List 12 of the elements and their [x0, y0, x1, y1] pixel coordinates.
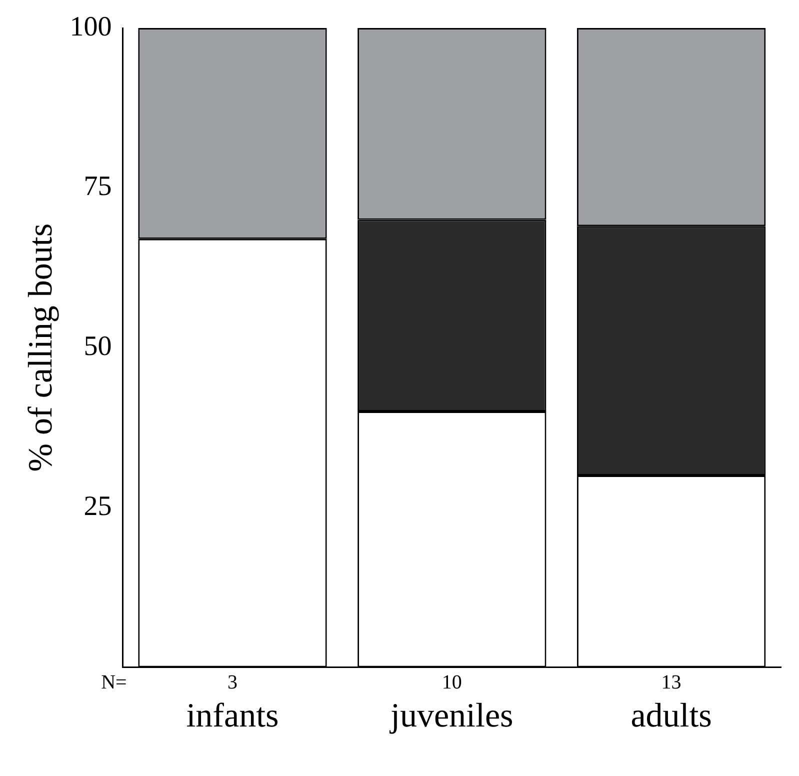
text: N= — [101, 671, 127, 694]
text: 3 — [228, 671, 238, 694]
y-tick-label: 100 — [70, 11, 112, 42]
x-tick-label: juveniles — [390, 698, 514, 735]
y-axis-title: % of calling bouts — [22, 223, 60, 472]
y-tick-label: 75 — [84, 171, 112, 202]
y-tick-label: 25 — [84, 490, 112, 522]
text: 13 — [661, 671, 682, 694]
y-tick-label: 50 — [84, 330, 112, 362]
x-tick-label: adults — [630, 698, 712, 735]
x-tick-label: infants — [186, 698, 279, 735]
text: 10 — [442, 671, 462, 694]
